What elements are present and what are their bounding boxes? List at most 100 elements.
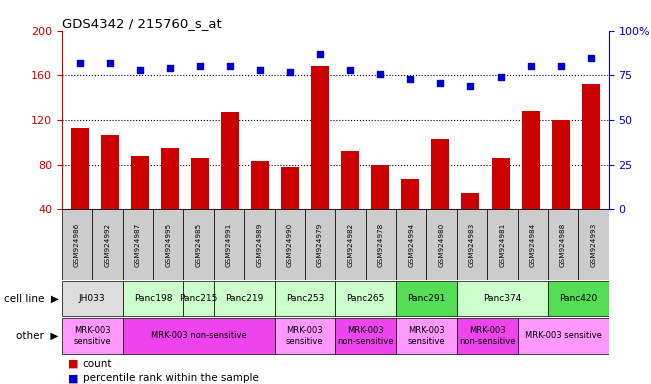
Text: GSM924988: GSM924988 bbox=[560, 223, 566, 267]
Bar bbox=[396, 318, 457, 354]
Text: GSM924985: GSM924985 bbox=[195, 223, 202, 267]
Bar bbox=[244, 209, 275, 280]
Bar bbox=[341, 151, 359, 254]
Bar bbox=[122, 318, 275, 354]
Point bbox=[75, 60, 85, 66]
Point bbox=[315, 51, 326, 57]
Bar bbox=[581, 84, 600, 254]
Bar bbox=[275, 318, 335, 354]
Point bbox=[465, 83, 476, 89]
Text: GSM924992: GSM924992 bbox=[104, 223, 111, 267]
Text: MRK-003 non-sensitive: MRK-003 non-sensitive bbox=[150, 331, 247, 341]
Text: GSM924983: GSM924983 bbox=[469, 223, 475, 267]
Point bbox=[436, 79, 446, 86]
Point bbox=[585, 55, 596, 61]
Bar bbox=[131, 156, 149, 254]
Point bbox=[195, 63, 205, 70]
Bar bbox=[335, 209, 366, 280]
Bar bbox=[432, 139, 449, 254]
Text: JH033: JH033 bbox=[79, 294, 105, 303]
Text: Panc291: Panc291 bbox=[408, 294, 445, 303]
Bar bbox=[153, 209, 184, 280]
Text: GSM924987: GSM924987 bbox=[135, 223, 141, 267]
Bar bbox=[281, 167, 299, 254]
Text: GSM924978: GSM924978 bbox=[378, 223, 384, 267]
Bar bbox=[161, 148, 179, 254]
Text: Panc420: Panc420 bbox=[559, 294, 598, 303]
Text: MRK-003
sensitive: MRK-003 sensitive bbox=[286, 326, 324, 346]
Bar bbox=[521, 111, 540, 254]
Point bbox=[225, 63, 235, 70]
Bar bbox=[275, 209, 305, 280]
Text: MRK-003
sensitive: MRK-003 sensitive bbox=[408, 326, 445, 346]
Text: Panc265: Panc265 bbox=[346, 294, 385, 303]
Bar bbox=[71, 128, 89, 254]
Bar bbox=[578, 209, 609, 280]
Point bbox=[375, 71, 385, 77]
Text: GSM924995: GSM924995 bbox=[165, 223, 171, 267]
Bar bbox=[92, 209, 122, 280]
Text: Panc198: Panc198 bbox=[133, 294, 173, 303]
Text: count: count bbox=[83, 359, 112, 369]
Text: GSM924979: GSM924979 bbox=[317, 223, 323, 267]
Bar bbox=[335, 318, 396, 354]
Text: GSM924990: GSM924990 bbox=[286, 223, 293, 267]
Bar bbox=[518, 209, 548, 280]
Bar bbox=[366, 209, 396, 280]
Text: MRK-003 sensitive: MRK-003 sensitive bbox=[525, 331, 602, 341]
Text: GSM924991: GSM924991 bbox=[226, 223, 232, 267]
Bar bbox=[214, 281, 275, 316]
Bar bbox=[457, 281, 548, 316]
Bar bbox=[214, 209, 244, 280]
Bar bbox=[275, 281, 335, 316]
Text: Panc374: Panc374 bbox=[483, 294, 521, 303]
Bar bbox=[457, 209, 487, 280]
Bar bbox=[191, 158, 209, 254]
Bar bbox=[548, 209, 578, 280]
Text: MRK-003
non-sensitive: MRK-003 non-sensitive bbox=[337, 326, 394, 346]
Bar bbox=[371, 165, 389, 254]
Text: GSM924982: GSM924982 bbox=[348, 223, 353, 267]
Text: percentile rank within the sample: percentile rank within the sample bbox=[83, 373, 258, 383]
Text: GSM924986: GSM924986 bbox=[74, 223, 80, 267]
Text: other  ▶: other ▶ bbox=[16, 331, 59, 341]
Point bbox=[285, 69, 296, 75]
Bar bbox=[426, 209, 457, 280]
Text: Panc215: Panc215 bbox=[180, 294, 217, 303]
Point bbox=[165, 65, 175, 71]
Point bbox=[555, 63, 566, 70]
Point bbox=[405, 76, 415, 82]
Bar bbox=[221, 112, 239, 254]
Point bbox=[255, 67, 266, 73]
Bar bbox=[122, 281, 184, 316]
Bar bbox=[251, 161, 269, 254]
Text: ■: ■ bbox=[68, 359, 79, 369]
Bar bbox=[548, 281, 609, 316]
Text: GDS4342 / 215760_s_at: GDS4342 / 215760_s_at bbox=[62, 17, 221, 30]
Bar bbox=[462, 192, 480, 254]
Bar bbox=[184, 209, 214, 280]
Text: GSM924993: GSM924993 bbox=[590, 223, 596, 267]
Bar bbox=[457, 318, 518, 354]
Text: ■: ■ bbox=[68, 373, 79, 383]
Bar bbox=[184, 281, 214, 316]
Bar bbox=[492, 158, 510, 254]
Bar bbox=[487, 209, 518, 280]
Point bbox=[495, 74, 506, 80]
Text: GSM924994: GSM924994 bbox=[408, 223, 414, 267]
Bar bbox=[62, 318, 122, 354]
Bar bbox=[62, 209, 92, 280]
Text: GSM924980: GSM924980 bbox=[439, 223, 445, 267]
Point bbox=[345, 67, 355, 73]
Bar bbox=[62, 281, 122, 316]
Bar bbox=[335, 281, 396, 316]
Text: GSM924981: GSM924981 bbox=[499, 223, 505, 267]
Bar bbox=[396, 209, 426, 280]
Text: Panc219: Panc219 bbox=[225, 294, 263, 303]
Point bbox=[105, 60, 115, 66]
Bar bbox=[402, 179, 419, 254]
Text: cell line  ▶: cell line ▶ bbox=[4, 293, 59, 304]
Bar bbox=[551, 120, 570, 254]
Text: MRK-003
non-sensitive: MRK-003 non-sensitive bbox=[459, 326, 516, 346]
Bar bbox=[305, 209, 335, 280]
